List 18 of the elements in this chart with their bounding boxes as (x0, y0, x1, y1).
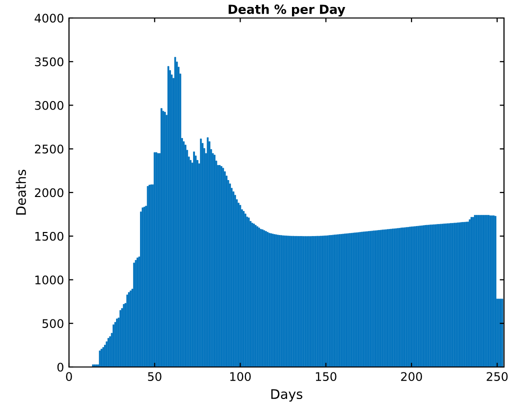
y-tick-label: 0 (57, 362, 64, 372)
y-tick-label: 1500 (35, 232, 64, 241)
y-tick-label: 500 (42, 319, 64, 328)
y-tick-label: 4000 (34, 14, 64, 23)
y-tick-label: 2000 (34, 188, 64, 198)
y-tick-label: 2500 (34, 144, 64, 154)
chart-title: Death % per Day (228, 4, 346, 17)
y-tick-label: 3000 (34, 100, 64, 110)
x-tick-label: 150 (316, 372, 336, 381)
x-axis-title: Days (271, 389, 302, 402)
x-tick-label: 0 (66, 372, 72, 381)
x-tick-label: 50 (148, 372, 162, 381)
y-tick-label: 1000 (35, 275, 64, 284)
x-tick-label: 250 (486, 372, 508, 381)
x-tick-label: 100 (230, 372, 251, 381)
y-axis-title: Deaths (16, 170, 26, 215)
y-tick-label: 3500 (34, 57, 64, 66)
x-tick-label: 200 (401, 372, 422, 381)
